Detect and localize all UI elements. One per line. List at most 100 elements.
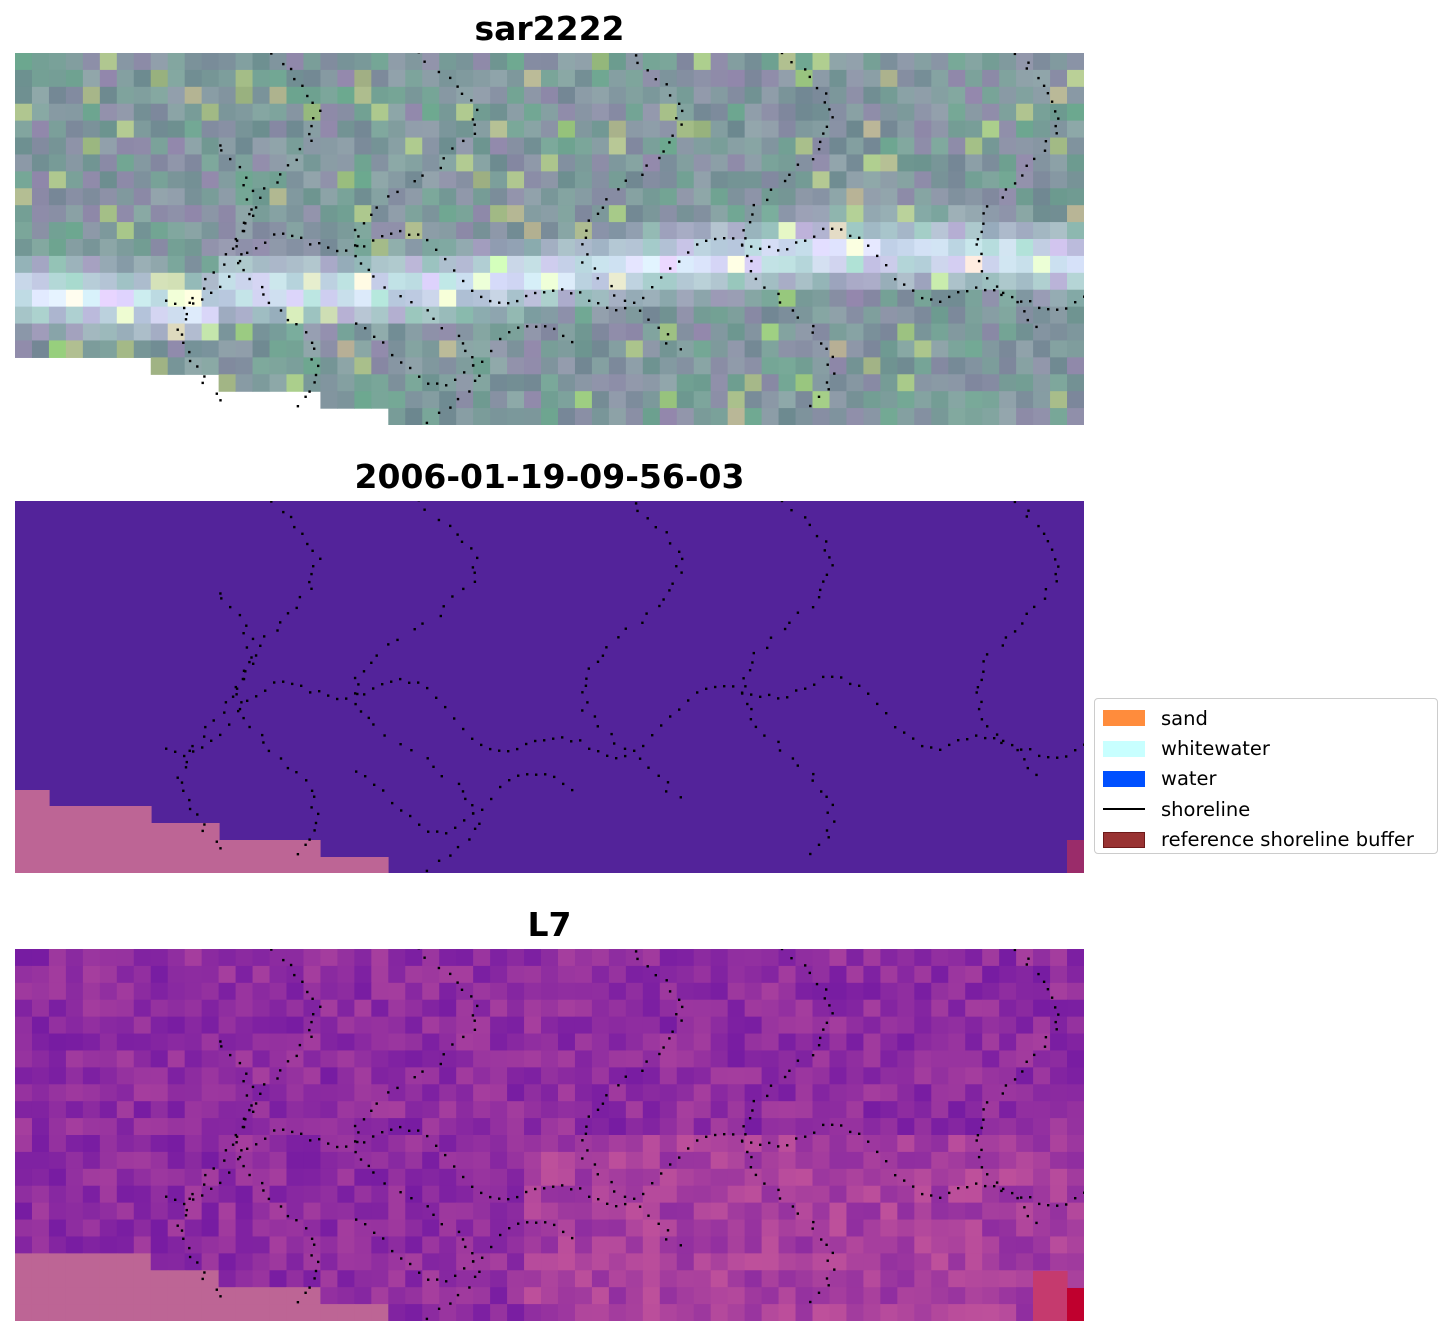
pixel: [218, 340, 237, 358]
pixel: [184, 1016, 203, 1035]
pixel: [99, 103, 118, 122]
pixel: [812, 1270, 831, 1288]
shoreline-point: [939, 1196, 942, 1199]
shoreline-point: [1047, 756, 1050, 759]
pixel: [795, 205, 814, 223]
shoreline-point: [310, 139, 313, 142]
pixel: [184, 205, 203, 223]
pixel: [591, 1287, 610, 1305]
pixel: [524, 391, 542, 409]
pixel: [65, 1050, 84, 1068]
shoreline-point: [313, 1277, 316, 1280]
pixel: [524, 1270, 542, 1288]
shoreline-point: [980, 1126, 983, 1130]
pixel: [201, 171, 220, 189]
pixel: [150, 306, 169, 325]
pixel: [354, 239, 372, 257]
shoreline-point: [606, 754, 609, 757]
pixel: [863, 1135, 881, 1153]
shoreline-point: [229, 605, 232, 609]
pixel: [880, 1287, 898, 1305]
pixel: [761, 1050, 780, 1068]
shoreline-point: [796, 1212, 799, 1215]
pixel: [541, 357, 559, 375]
pixel: [897, 357, 915, 375]
pixel: [388, 982, 406, 1001]
shoreline-point: [262, 1189, 265, 1192]
pixel: [320, 1236, 338, 1254]
pixel: [303, 1050, 322, 1068]
pixel: [48, 1084, 67, 1102]
pixel: [388, 137, 406, 156]
shoreline-point: [238, 259, 242, 263]
pixel: [642, 69, 661, 88]
shoreline-point: [354, 244, 357, 247]
pixel: [897, 103, 915, 122]
shoreline-point: [658, 1052, 661, 1056]
pixel: [388, 103, 406, 122]
pixel: [82, 306, 101, 325]
pixel: [897, 1151, 915, 1170]
pixel: [405, 323, 423, 342]
pixel: [795, 999, 814, 1018]
pixel: [710, 137, 729, 156]
pixel: [999, 239, 1017, 257]
pixel: [269, 255, 288, 274]
pixel: [625, 306, 644, 325]
pixel: [965, 1135, 983, 1153]
pixel: [65, 86, 84, 105]
pixel: [405, 1219, 423, 1238]
pixel: [1067, 374, 1084, 392]
shoreline-point: [723, 1133, 726, 1136]
pixel: [897, 154, 915, 172]
pixel: [201, 86, 220, 105]
pixel: [880, 188, 898, 206]
pixel: [846, 1016, 865, 1035]
shoreline-point: [471, 566, 475, 569]
shoreline-point: [382, 341, 385, 344]
pixel: [405, 205, 423, 223]
pixel: [422, 340, 440, 358]
shoreline-point: [270, 53, 273, 55]
pixel: [591, 69, 610, 88]
nodata-pixel: [150, 1287, 169, 1305]
pixel: [1050, 1101, 1068, 1119]
pixel: [693, 1118, 712, 1136]
pixel: [931, 53, 949, 71]
pixel: [116, 255, 135, 274]
shoreline-point: [310, 358, 313, 361]
pixel: [473, 408, 491, 425]
shoreline-point: [219, 847, 222, 850]
pixel: [541, 1287, 559, 1305]
pixel: [693, 222, 712, 240]
pixel: [778, 272, 797, 291]
pixel: [761, 1101, 780, 1119]
pixel: [167, 137, 186, 156]
shoreline-point: [754, 725, 758, 729]
pixel: [524, 982, 542, 1001]
shoreline-point: [1023, 1206, 1026, 1209]
shoreline-point: [219, 1040, 222, 1043]
pixel: [574, 1236, 593, 1254]
pixel: [116, 1050, 135, 1068]
pixel: [574, 391, 593, 409]
pixel: [371, 1050, 389, 1068]
pixel: [422, 949, 440, 967]
pixel: [795, 103, 814, 122]
pixel: [218, 69, 237, 88]
pixel: [48, 340, 67, 358]
pixel: [541, 1101, 559, 1119]
pixel: [133, 1202, 152, 1221]
pixel: [931, 306, 949, 325]
shoreline-point: [357, 235, 360, 238]
shoreline-point: [1013, 501, 1017, 504]
pixel: [982, 86, 1000, 105]
pixel: [693, 103, 712, 122]
shoreline-point: [1013, 1078, 1017, 1081]
pixel: [591, 1084, 610, 1102]
pixel: [388, 53, 406, 71]
pixel: [422, 1185, 440, 1204]
shoreline-point: [220, 1045, 223, 1048]
pixel: [761, 949, 780, 967]
pixel: [524, 323, 542, 342]
